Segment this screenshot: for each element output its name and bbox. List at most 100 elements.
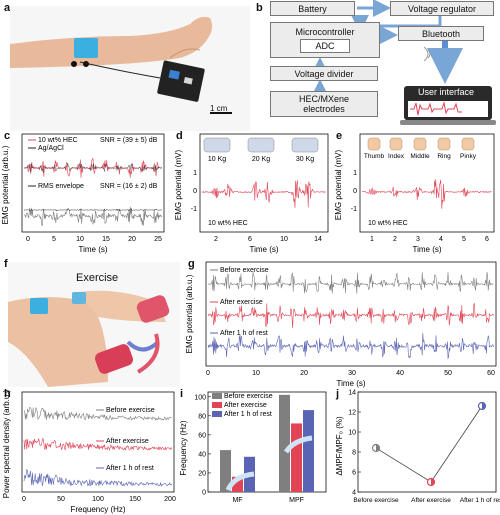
panel-i-label: i <box>180 388 184 400</box>
h-rest-trace <box>23 468 172 487</box>
panel-d-label: d <box>176 130 183 142</box>
i-legend-label: Before exercise <box>224 393 273 400</box>
panel-b-label: b <box>256 2 263 14</box>
laptop-icon <box>400 86 496 125</box>
g-xtick: 50 <box>444 370 452 377</box>
g-xlabel: Time (s) <box>336 379 365 388</box>
c-rms-trace <box>23 206 163 227</box>
h-before-trace <box>23 406 172 421</box>
h-xtick: 0 <box>22 496 26 503</box>
e-xtick: 1 <box>370 236 374 243</box>
e-ytick: 0 <box>353 188 357 195</box>
c-hec-trace <box>23 157 162 178</box>
electrodes-box: HEC/MXene electrodes <box>270 91 378 117</box>
c-snr-2: SNR = (16 ± 2) dB <box>100 183 158 190</box>
j-line <box>375 405 483 483</box>
h-after-trace <box>23 437 172 451</box>
hand-thumb-icon <box>367 137 381 151</box>
i-ytick: 20 <box>198 470 206 477</box>
j-ytick: 8 <box>352 450 356 457</box>
d-ytick: 0 <box>193 188 197 195</box>
exercise-title: Exercise <box>76 272 119 284</box>
i-ytick: 0 <box>202 490 206 497</box>
c-xlabel: Time (s) <box>78 245 107 254</box>
i-axes-frame <box>207 391 327 493</box>
i-category-label: MPF <box>289 497 304 504</box>
i-legend-swatch <box>212 393 222 399</box>
e-finger-label: Middle <box>410 153 430 160</box>
g-xtick: 10 <box>252 370 260 377</box>
scale-bar-label: 1 cm <box>210 104 228 113</box>
panel-j-label: j <box>336 388 340 400</box>
j-category-label: After exercise <box>411 497 451 504</box>
d-weight-label: 10 Kg <box>208 156 226 163</box>
user-interface-label: User interface <box>418 87 475 97</box>
d-legend: 10 wt% HEC <box>208 220 248 227</box>
g-before-trace <box>207 272 494 294</box>
c-rms-envelope <box>24 208 162 212</box>
h-xtick: 50 <box>57 496 65 503</box>
mpf-change-plot: ΔMPF/MPF₀ (%) 4 6 8 10 12 14 Before exercise Af… <box>335 390 500 505</box>
voltage-divider-box: Voltage divider <box>270 66 378 81</box>
d-xtick: 2 <box>214 236 218 243</box>
i-ytick: 60 <box>198 432 206 439</box>
i-legend-swatch <box>212 402 222 408</box>
weight-photo-10kg <box>203 137 231 153</box>
sensor-patch <box>74 38 98 58</box>
c-snr-1: SNR = (39 ± 5) dB <box>100 137 158 144</box>
i-ylabel: Frequency (Hz) <box>179 420 188 475</box>
c-legend-agcl: Ag/AgCl <box>38 145 64 152</box>
microcontroller-label: Microcontroller <box>295 27 355 37</box>
d-ylabel: EMG potential (mV) <box>174 150 183 221</box>
e-xtick: 4 <box>439 236 443 243</box>
g-xtick: 20 <box>300 370 308 377</box>
c-legend-rms: RMS envelope <box>38 183 84 190</box>
panel-h-label: h <box>4 388 11 400</box>
c-xtick: 25 <box>154 236 162 243</box>
c-xtick: 10 <box>76 236 84 243</box>
electrodes-label-2: electrodes <box>303 104 345 114</box>
e-emg-trace <box>361 179 492 209</box>
i-ytick: 80 <box>198 413 206 420</box>
g-xtick: 60 <box>487 370 495 377</box>
j-ytick: 12 <box>348 410 356 417</box>
panel-e-label: e <box>336 130 343 142</box>
c-legend-hec: 10 wt% HEC <box>38 137 78 144</box>
j-point-fill <box>431 478 435 486</box>
e-ytick: 1 <box>353 170 357 177</box>
i-ytick: 100 <box>194 394 206 401</box>
panel-a-label: a <box>4 2 11 14</box>
panel-f-label: f <box>4 258 8 270</box>
j-point-fill <box>482 402 486 410</box>
c-xtick: 15 <box>102 236 110 243</box>
e-finger-label: Pinky <box>460 153 477 160</box>
hand-middle-icon <box>413 137 427 151</box>
microcontroller-box: Microcontroller ADC <box>270 22 380 58</box>
emg-fatigue-plot: Before exercise After exercise After 1 h… <box>185 261 497 388</box>
e-finger-label: Index <box>388 153 405 160</box>
e-finger-label: Thumb <box>364 153 385 160</box>
emg-comparison-plot: EMG potential (arb.u.) Time (s) 0 5 10 1… <box>1 133 165 254</box>
d-weight-label: 20 Kg <box>252 156 270 163</box>
i-bar-mf-1 <box>232 476 243 492</box>
g-xtick: 30 <box>348 370 356 377</box>
j-ytick: 6 <box>352 470 356 477</box>
forearm-photo <box>10 6 250 131</box>
i-bar-mpf-0 <box>279 394 290 492</box>
i-bar-mf-0 <box>220 450 231 492</box>
dumbbell-icon <box>95 344 133 374</box>
hand-index-icon <box>389 137 403 151</box>
circuit-board <box>157 60 205 102</box>
d-xtick: 6 <box>248 236 252 243</box>
hand-ring-icon <box>437 137 451 151</box>
g-xtick: 0 <box>206 370 210 377</box>
e-xtick: 5 <box>462 236 466 243</box>
j-category-label: After 1 h of rest <box>460 497 500 504</box>
i-bar-mpf-1 <box>291 423 302 492</box>
j-ytick: 10 <box>348 430 356 437</box>
i-category-label: MF <box>232 497 242 504</box>
g-rest-trace <box>207 333 494 360</box>
c-xtick: 5 <box>52 236 56 243</box>
emg-fingers-plot: Thumb Index Middle Ring Pinky 10 wt% HEC… <box>334 133 495 254</box>
e-xtick: 2 <box>393 236 397 243</box>
